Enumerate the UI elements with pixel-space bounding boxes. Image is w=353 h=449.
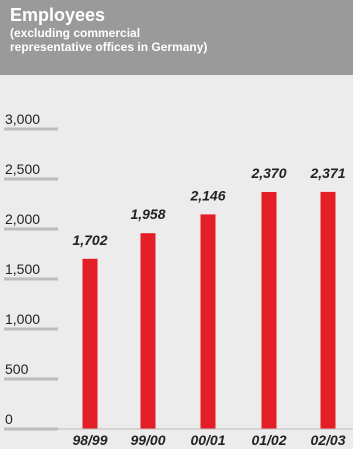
y-tick-label: 3,000 — [5, 111, 40, 127]
chart-subtitle-line-1: (excluding commercial — [10, 26, 141, 40]
bar-value-label: 1,958 — [130, 206, 165, 222]
y-tick-label: 1,000 — [5, 311, 40, 327]
x-tick-label: 00/01 — [190, 432, 225, 448]
y-tick-label: 1,500 — [5, 261, 40, 277]
bar-value-label: 2,370 — [250, 165, 286, 181]
x-tick-label: 01/02 — [251, 432, 286, 448]
y-tick-label: 2,500 — [5, 161, 40, 177]
x-tick-label: 02/03 — [310, 432, 345, 448]
chart-header: Employees (excluding commercial represen… — [0, 0, 353, 75]
x-tick-label: 98/99 — [72, 432, 107, 448]
bar — [200, 214, 216, 429]
bar — [140, 233, 156, 429]
y-tick-label: 500 — [5, 361, 29, 377]
bar-value-label: 2,371 — [309, 165, 345, 181]
y-tick-label: 2,000 — [5, 211, 40, 227]
bar-value-label: 1,702 — [72, 232, 107, 248]
bar-chart: 0 500 1,000 1,500 2,000 2,500 3,000 1,702 98/99 1… — [4, 111, 353, 448]
y-tick-label: 0 — [5, 411, 13, 427]
chart-title: Employees — [10, 5, 106, 25]
bar-value-label: 2,146 — [189, 187, 225, 203]
chart-subtitle-line-2: representative offices in Germany) — [10, 40, 208, 54]
bar — [82, 258, 98, 429]
x-tick-label: 99/00 — [130, 432, 165, 448]
plot-area: 0 500 1,000 1,500 2,000 2,500 3,000 1,702 98/99 1… — [0, 75, 353, 449]
bar — [320, 191, 336, 429]
bar — [261, 192, 277, 429]
